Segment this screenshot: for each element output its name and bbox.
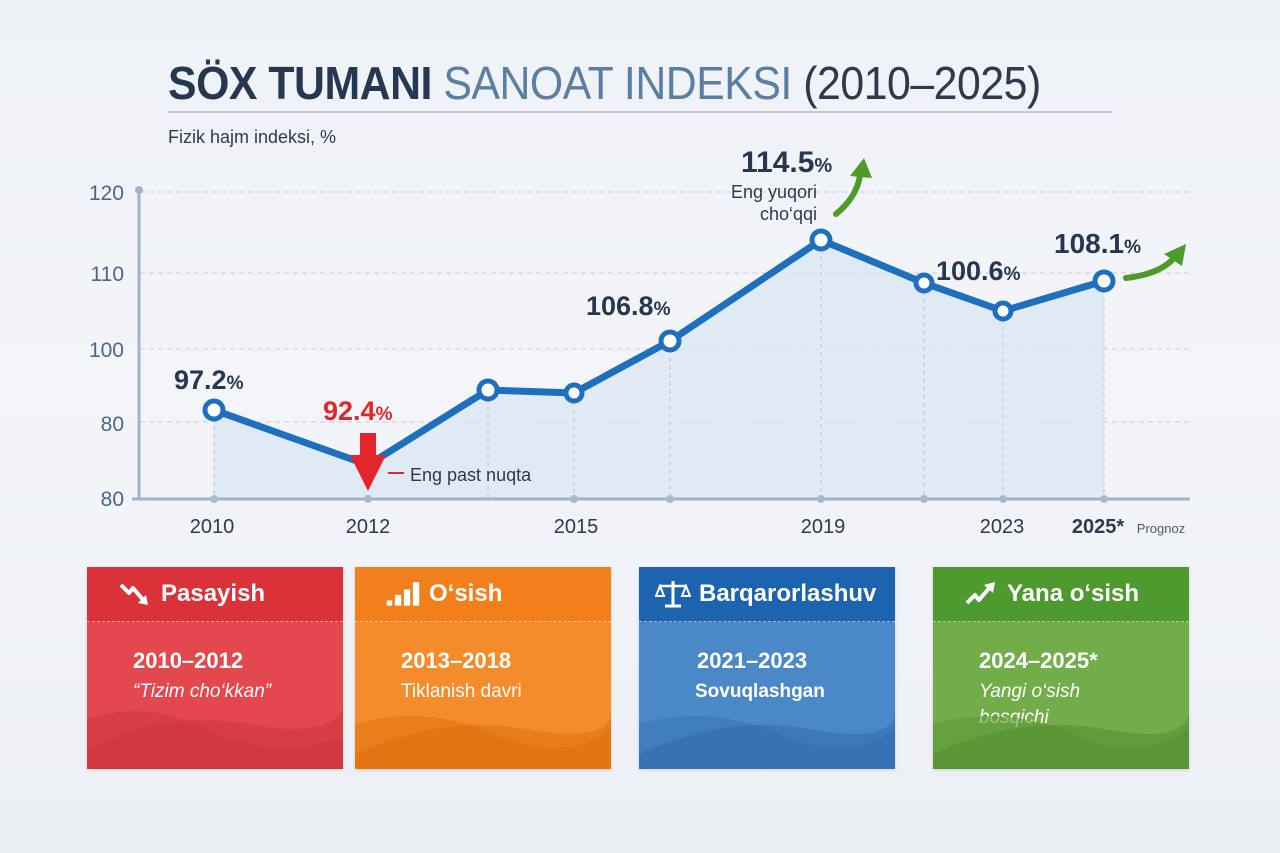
- card-title: Barqarorlashuv: [699, 580, 877, 607]
- card-period: 2013–2018: [401, 648, 512, 673]
- vertical-guides: [213, 240, 1105, 498]
- x-tick-labels: 2010 2012 2015 2019 2023 2025* Prognoz: [190, 516, 1185, 538]
- label-2021: 100.6%: [936, 256, 1021, 286]
- title-divider: [168, 111, 1112, 113]
- page-title: SÖX TUMANI SANOAT INDEKSI (2010–2025): [168, 56, 1041, 110]
- y-tick-labels: 120 110 100 80 80: [89, 182, 124, 511]
- label-2017: 106.8%: [586, 291, 671, 321]
- label-2010: 97.2%: [174, 365, 244, 395]
- card-description: Sovuqlashgan: [695, 681, 825, 702]
- card-description: “Tizim cho‘kkan”: [133, 681, 272, 702]
- svg-text:80: 80: [101, 488, 124, 511]
- svg-text:2012: 2012: [346, 516, 391, 538]
- forecast-up-arrow-icon: [1123, 255, 1177, 281]
- label-2012: 92.4%: [323, 396, 393, 426]
- low-point-arrow-icon: [350, 433, 404, 491]
- wave-decoration: [87, 709, 343, 769]
- title-part-2: SANOAT INDEKSI: [443, 57, 792, 109]
- line-chart: 120 110 100 80 80 2010 2012 2015 2019 20…: [89, 146, 1190, 538]
- phase-card-stabilization: Barqarorlashuv 2021–2023 Sovuqlashgan: [639, 567, 895, 769]
- svg-text:2025*: 2025*: [1072, 516, 1124, 538]
- svg-text:2010: 2010: [190, 516, 235, 538]
- card-title: Pasayish: [161, 580, 266, 607]
- x-axis-ticks: [210, 495, 1108, 503]
- trend-down-icon: [117, 579, 153, 609]
- peak-annotation-line1: Eng yuqori: [731, 182, 817, 202]
- card-description: Tiklanish davri: [401, 681, 522, 702]
- peak-annotation-line2: cho‘qqi: [760, 204, 817, 224]
- card-period: 2024–2025*: [979, 648, 1098, 673]
- svg-text:Prognoz: Prognoz: [1137, 521, 1185, 536]
- area-fill: [214, 240, 1104, 498]
- phase-cards: Pasayish 2010–2012 “Tizim cho‘kkan” O‘si…: [87, 567, 1195, 769]
- phase-card-decline: Pasayish 2010–2012 “Tizim cho‘kkan”: [87, 567, 343, 769]
- card-title: O‘sish: [429, 580, 503, 607]
- bar-chart-icon: [385, 579, 421, 609]
- peak-up-arrow-icon: [833, 173, 863, 217]
- svg-text:2015: 2015: [554, 516, 599, 538]
- data-points: [202, 228, 1116, 422]
- wave-decoration: [639, 714, 895, 769]
- chart-subtitle: Fizik hajm indeksi, %: [168, 127, 337, 147]
- card-title: Yana o‘sish: [1007, 580, 1140, 607]
- title-part-3: (2010–2025): [803, 57, 1041, 109]
- card-period: 2010–2012: [133, 648, 244, 673]
- svg-text:80: 80: [101, 413, 124, 436]
- svg-text:120: 120: [89, 182, 124, 205]
- svg-text:100: 100: [89, 339, 124, 362]
- trend-up-icon: [963, 579, 999, 609]
- wave-decoration: [933, 714, 1189, 769]
- label-2019: 114.5%: [741, 146, 832, 179]
- label-2025: 108.1%: [1054, 228, 1141, 259]
- wave-decoration: [355, 714, 611, 769]
- low-point-annotation: Eng past nuqta: [410, 465, 532, 485]
- svg-text:2023: 2023: [980, 516, 1025, 538]
- svg-text:2019: 2019: [801, 516, 846, 538]
- phase-card-growth: O‘sish 2013–2018 Tiklanish davri: [355, 567, 611, 769]
- title-part-1: SÖX TUMANI: [168, 57, 432, 109]
- card-period: 2021–2023: [697, 648, 808, 673]
- svg-text:110: 110: [91, 263, 124, 286]
- scales-icon: [655, 579, 691, 609]
- phase-card-regrowth: Yana o‘sish 2024–2025* Yangi o‘sish bosq…: [933, 567, 1189, 769]
